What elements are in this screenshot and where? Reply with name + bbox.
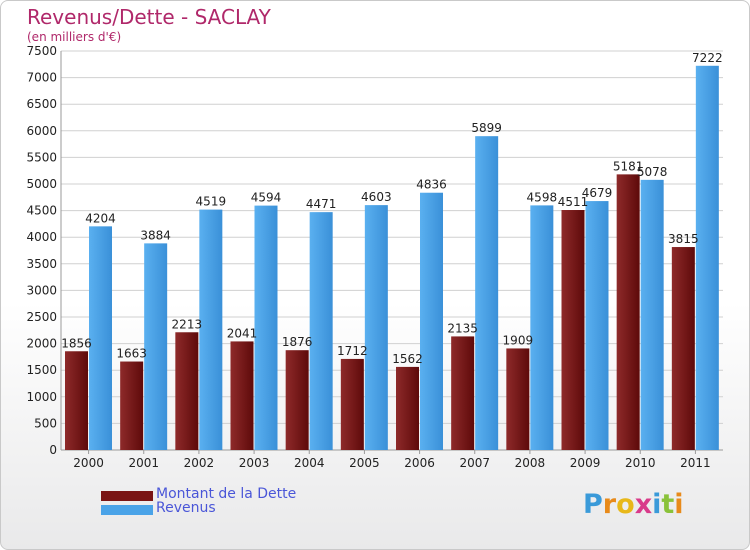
y-tick-label: 2000 [26,337,57,351]
data-label-revenue: 3884 [140,228,171,242]
data-label-revenue: 4679 [582,186,613,200]
data-label-revenue: 5899 [471,121,502,135]
y-tick-label: 0 [49,443,57,457]
data-label-debt: 5181 [613,159,644,173]
x-tick-label: 2006 [404,456,435,470]
legend-label-debt: Montant de la Dette [156,486,297,502]
x-tick-label: 2010 [625,456,656,470]
bar-revenue [695,65,719,450]
bar-revenue [475,136,499,450]
data-label-debt: 2135 [447,321,478,335]
bar-debt [340,358,364,450]
data-label-debt: 1712 [337,344,368,358]
data-label-revenue: 4471 [306,197,337,211]
proxiti-logo: Proxiti [583,489,684,520]
y-tick-label: 7000 [26,71,57,85]
bar-revenue [144,243,168,450]
x-tick-label: 2005 [349,456,380,470]
x-tick-label: 2000 [73,456,104,470]
logo-letter: o [616,489,635,520]
bar-revenue [254,205,278,450]
data-label-debt: 1876 [282,335,313,349]
data-label-revenue: 4519 [196,195,227,209]
logo-letter: i [674,489,684,520]
x-tick-label: 2004 [294,456,325,470]
data-label-revenue: 4598 [527,190,558,204]
x-tick-label: 2011 [680,456,711,470]
data-label-revenue: 7222 [692,51,723,65]
bar-revenue [640,179,664,450]
bar-revenue [199,209,223,450]
bar-debt [671,247,695,450]
data-label-debt: 4511 [558,195,589,209]
data-label-debt: 1562 [392,352,423,366]
logo-letter: i [652,489,662,520]
x-tick-label: 2003 [239,456,270,470]
data-label-debt: 2213 [172,317,203,331]
data-label-revenue: 4836 [416,178,447,192]
x-tick-label: 2008 [515,456,546,470]
bar-debt [506,348,530,450]
data-label-debt: 1856 [61,336,92,350]
y-tick-label: 6500 [26,97,57,111]
bar-debt [65,351,88,450]
logo-letter: t [661,489,675,520]
bar-revenue [89,226,112,450]
y-tick-label: 1000 [26,390,57,404]
bar-debt [616,174,640,451]
x-tick-label: 2001 [128,456,159,470]
data-label-debt: 1663 [116,347,147,361]
logo-letter: r [602,489,617,520]
chart-title: Revenus/Dette - SACLAY [27,5,271,29]
data-label-debt: 3815 [668,232,699,246]
bar-revenue [530,205,554,450]
data-label-revenue: 4594 [251,191,282,205]
legend-label-revenue: Revenus [156,500,216,516]
legend-swatch-revenue [101,505,153,515]
y-tick-label: 4000 [26,230,57,244]
bar-revenue [309,212,333,450]
chart-subtitle: (en milliers d'€) [27,30,122,44]
y-tick-label: 6000 [26,124,57,138]
y-tick-label: 2500 [26,310,57,324]
bar-debt [451,336,475,450]
y-tick-label: 7500 [26,44,57,58]
bar-revenue [585,201,609,450]
data-label-debt: 1909 [503,333,534,347]
y-tick-label: 3500 [26,257,57,271]
legend-swatch-debt [101,491,153,501]
data-label-revenue: 5078 [637,165,668,179]
y-tick-label: 4500 [26,204,57,218]
data-label-debt: 2041 [227,326,258,340]
y-tick-label: 5500 [26,150,57,164]
bar-debt [285,350,309,450]
bar-debt [175,332,199,450]
x-tick-label: 2002 [184,456,215,470]
data-label-revenue: 4603 [361,190,392,204]
logo-letter: x [634,489,653,520]
bar-debt [120,361,144,450]
bar-debt [561,210,585,450]
y-tick-label: 5000 [26,177,57,191]
bar-revenue [420,192,443,450]
bar-debt [396,366,419,450]
x-tick-label: 2007 [459,456,490,470]
y-tick-label: 3000 [26,283,57,297]
logo-letter: P [583,489,603,520]
y-tick-label: 1500 [26,363,57,377]
y-tick-label: 500 [34,416,57,430]
bar-debt [230,341,254,450]
x-tick-label: 2009 [570,456,601,470]
data-label-revenue: 4204 [85,211,116,225]
bar-revenue [364,205,388,450]
